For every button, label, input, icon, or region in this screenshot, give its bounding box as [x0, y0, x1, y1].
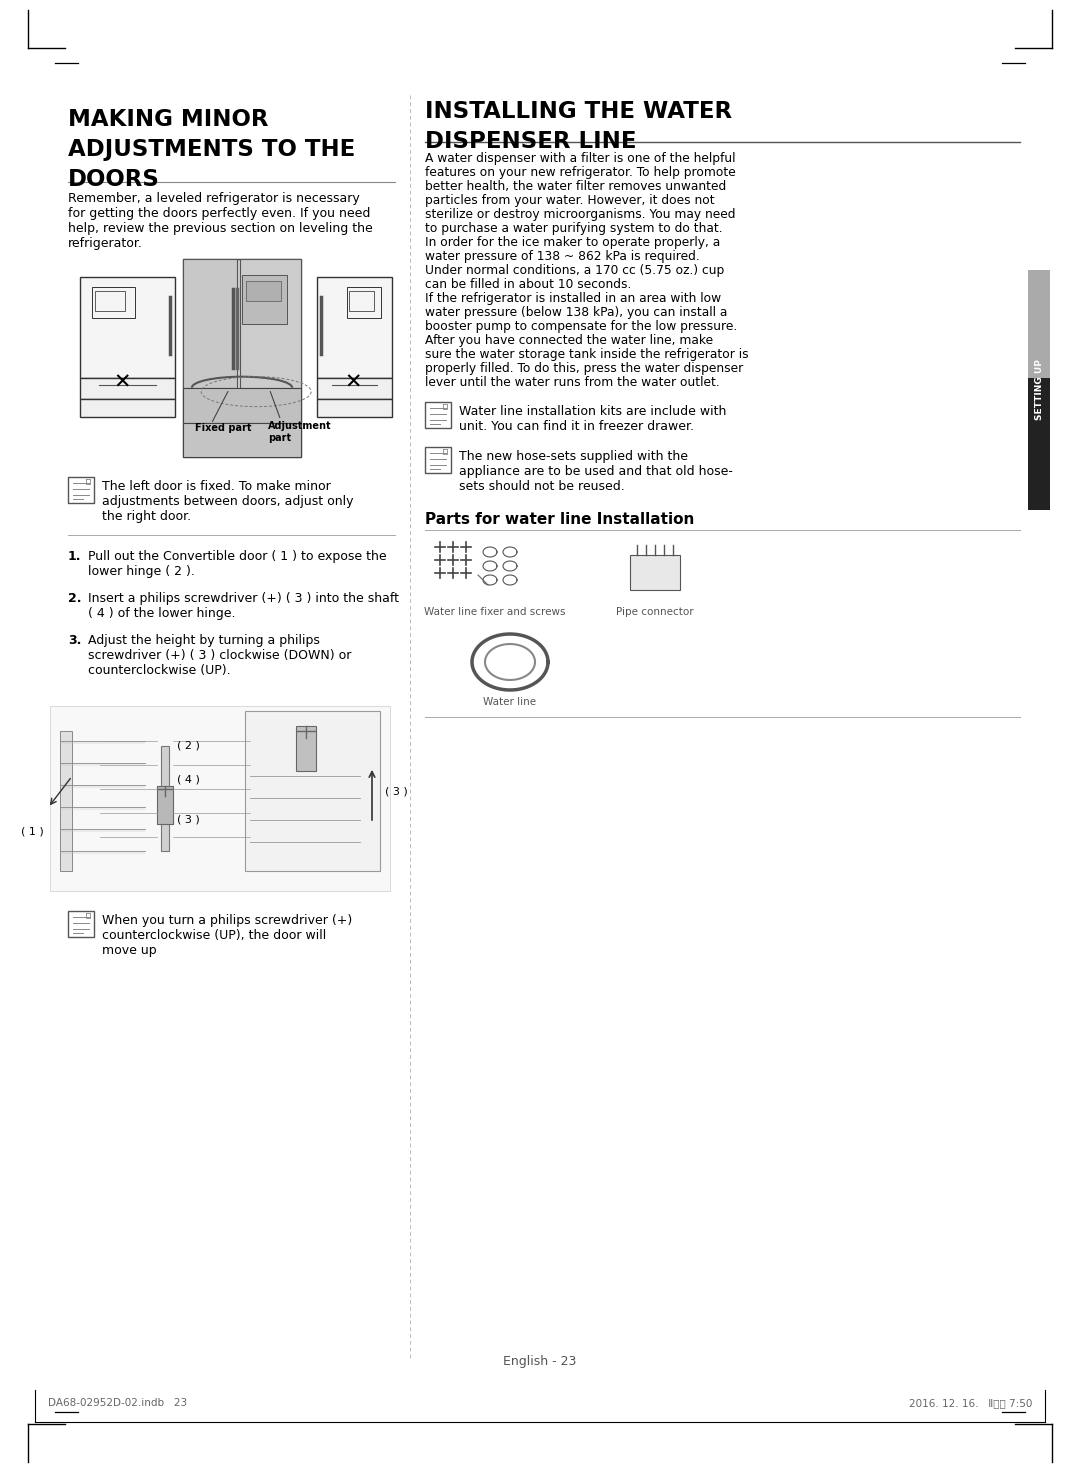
Text: particles from your water. However, it does not: particles from your water. However, it d… — [426, 194, 715, 208]
Bar — [630, 555, 680, 590]
Bar — [80, 378, 175, 399]
Text: ADJUSTMENTS TO THE: ADJUSTMENTS TO THE — [68, 138, 355, 160]
Text: sets should not be reused.: sets should not be reused. — [459, 480, 624, 493]
Text: unit. You can find it in freezer drawer.: unit. You can find it in freezer drawer. — [459, 420, 694, 433]
Bar — [161, 746, 168, 851]
Text: When you turn a philips screwdriver (+): When you turn a philips screwdriver (+) — [102, 914, 352, 927]
Text: lower hinge ( 2 ).: lower hinge ( 2 ). — [87, 565, 194, 578]
Bar — [60, 732, 72, 871]
Text: ( 3 ): ( 3 ) — [177, 814, 200, 824]
Bar — [1028, 378, 1050, 509]
Text: DA68-02952D-02.indb   23: DA68-02952D-02.indb 23 — [48, 1398, 187, 1409]
Text: Remember, a leveled refrigerator is necessary: Remember, a leveled refrigerator is nece… — [68, 191, 360, 205]
Text: After you have connected the water line, make: After you have connected the water line,… — [426, 334, 713, 347]
Text: DOORS: DOORS — [68, 168, 160, 191]
Text: ( 4 ) of the lower hinge.: ( 4 ) of the lower hinge. — [87, 606, 235, 620]
Text: sterilize or destroy microorganisms. You may need: sterilize or destroy microorganisms. You… — [426, 208, 735, 221]
Text: move up: move up — [102, 944, 157, 957]
Text: Water line: Water line — [484, 698, 537, 707]
Bar — [183, 424, 301, 456]
Bar — [296, 726, 315, 771]
Text: Water line installation kits are include with: Water line installation kits are include… — [459, 405, 727, 418]
Text: water pressure of 138 ~ 862 kPa is required.: water pressure of 138 ~ 862 kPa is requi… — [426, 250, 700, 263]
Text: sure the water storage tank inside the refrigerator is: sure the water storage tank inside the r… — [426, 347, 748, 361]
Bar — [318, 277, 392, 378]
Bar — [183, 387, 301, 424]
Text: for getting the doors perfectly even. If you need: for getting the doors perfectly even. If… — [68, 208, 370, 219]
Bar — [349, 291, 374, 311]
Text: better health, the water filter removes unwanted: better health, the water filter removes … — [426, 180, 726, 193]
Text: lever until the water runs from the water outlet.: lever until the water runs from the wate… — [426, 375, 719, 389]
Bar — [68, 911, 94, 938]
Text: Adjust the height by turning a philips: Adjust the height by turning a philips — [87, 634, 320, 648]
Text: refrigerator.: refrigerator. — [68, 237, 143, 250]
Bar — [245, 281, 281, 300]
Text: Parts for water line Installation: Parts for water line Installation — [426, 512, 694, 527]
Text: water pressure (below 138 kPa), you can install a: water pressure (below 138 kPa), you can … — [426, 306, 727, 319]
Text: English - 23: English - 23 — [503, 1356, 577, 1367]
Text: properly filled. To do this, press the water dispenser: properly filled. To do this, press the w… — [426, 362, 743, 375]
Text: 2016. 12. 16.   Ⅱ오후 7:50: 2016. 12. 16. Ⅱ오후 7:50 — [908, 1398, 1032, 1409]
Text: If the refrigerator is installed in an area with low: If the refrigerator is installed in an a… — [426, 291, 721, 305]
Bar — [92, 287, 135, 318]
Text: ✕: ✕ — [113, 372, 131, 392]
Text: counterclockwise (UP).: counterclockwise (UP). — [87, 664, 231, 677]
Bar — [80, 277, 175, 378]
Text: Pipe connector: Pipe connector — [617, 606, 693, 617]
Bar — [183, 259, 301, 456]
Bar — [245, 711, 380, 871]
Text: INSTALLING THE WATER: INSTALLING THE WATER — [426, 100, 732, 124]
Bar — [426, 447, 451, 473]
Text: 1.: 1. — [68, 551, 81, 562]
Bar — [426, 402, 451, 428]
Text: Pull out the Convertible door ( 1 ) to expose the: Pull out the Convertible door ( 1 ) to e… — [87, 551, 387, 562]
Text: to purchase a water purifying system to do that.: to purchase a water purifying system to … — [426, 222, 723, 236]
Text: ( 1 ): ( 1 ) — [21, 826, 43, 836]
Bar — [68, 477, 94, 503]
Text: Adjustment
part: Adjustment part — [268, 421, 332, 443]
Bar — [1028, 269, 1050, 378]
Bar — [318, 378, 392, 399]
Text: counterclockwise (UP), the door will: counterclockwise (UP), the door will — [102, 929, 326, 942]
Bar — [50, 707, 390, 891]
Text: The new hose-sets supplied with the: The new hose-sets supplied with the — [459, 450, 688, 464]
Text: Under normal conditions, a 170 cc (5.75 oz.) cup: Under normal conditions, a 170 cc (5.75 … — [426, 263, 725, 277]
Bar — [240, 259, 301, 387]
Text: ( 4 ): ( 4 ) — [177, 774, 200, 785]
Text: ✕: ✕ — [345, 372, 362, 392]
Text: Fixed part: Fixed part — [194, 424, 252, 433]
Text: MAKING MINOR: MAKING MINOR — [68, 107, 269, 131]
Text: ( 2 ): ( 2 ) — [177, 740, 200, 751]
Text: SETTING UP: SETTING UP — [1035, 359, 1043, 421]
Text: DISPENSER LINE: DISPENSER LINE — [426, 130, 636, 153]
Text: 2.: 2. — [68, 592, 81, 605]
Text: ( 3 ): ( 3 ) — [384, 786, 408, 796]
Text: adjustments between doors, adjust only: adjustments between doors, adjust only — [102, 495, 353, 508]
Text: A water dispenser with a filter is one of the helpful: A water dispenser with a filter is one o… — [426, 152, 735, 165]
Bar — [183, 259, 238, 387]
Text: The left door is fixed. To make minor: The left door is fixed. To make minor — [102, 480, 330, 493]
Text: help, review the previous section on leveling the: help, review the previous section on lev… — [68, 222, 373, 236]
Text: booster pump to compensate for the low pressure.: booster pump to compensate for the low p… — [426, 319, 738, 333]
Text: the right door.: the right door. — [102, 509, 191, 523]
Bar — [157, 786, 173, 824]
Text: can be filled in about 10 seconds.: can be filled in about 10 seconds. — [426, 278, 632, 291]
Text: Water line fixer and screws: Water line fixer and screws — [424, 606, 566, 617]
Bar — [347, 287, 381, 318]
Text: In order for the ice maker to operate properly, a: In order for the ice maker to operate pr… — [426, 236, 720, 249]
Text: screwdriver (+) ( 3 ) clockwise (DOWN) or: screwdriver (+) ( 3 ) clockwise (DOWN) o… — [87, 649, 351, 662]
Bar — [242, 275, 287, 324]
Bar — [318, 399, 392, 417]
Text: Insert a philips screwdriver (+) ( 3 ) into the shaft: Insert a philips screwdriver (+) ( 3 ) i… — [87, 592, 399, 605]
Text: appliance are to be used and that old hose-: appliance are to be used and that old ho… — [459, 465, 733, 478]
Bar — [80, 399, 175, 417]
Text: features on your new refrigerator. To help promote: features on your new refrigerator. To he… — [426, 166, 735, 180]
Bar — [95, 291, 125, 311]
Text: 3.: 3. — [68, 634, 81, 648]
